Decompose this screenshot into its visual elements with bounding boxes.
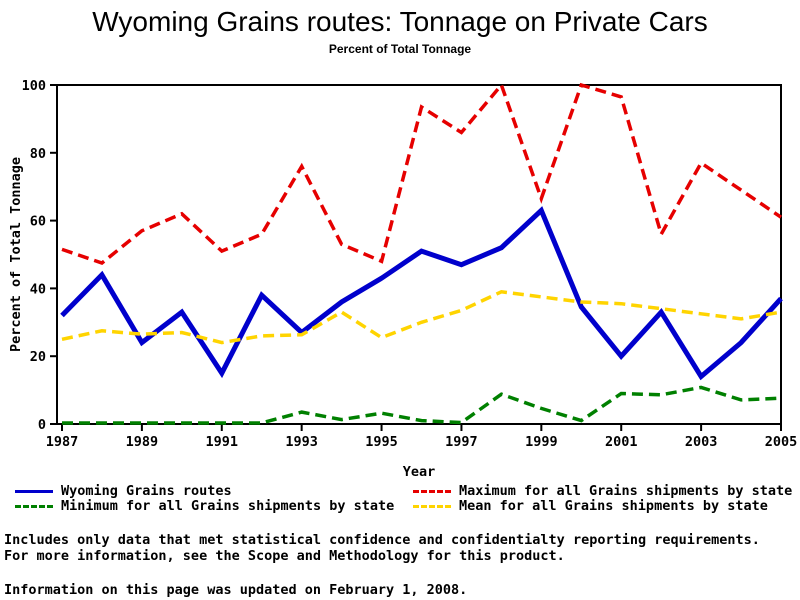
x-tick-label: 1993 <box>285 434 318 450</box>
legend-label: Maximum for all Grains shipments by stat… <box>459 483 793 499</box>
chart-subtitle: Percent of Total Tonnage <box>328 42 472 56</box>
legend-swatch-mean <box>413 505 451 508</box>
y-tick-label: 20 <box>30 349 46 365</box>
series-line-1 <box>61 81 782 265</box>
legend-item-wyoming: Wyoming Grains routes <box>0 484 398 499</box>
chart-legend: Wyoming Grains routes Maximum for all Gr… <box>0 484 800 514</box>
x-tick-label: 1991 <box>206 434 239 450</box>
legend-item-minimum: Minimum for all Grains shipments by stat… <box>0 499 398 514</box>
series-line-3 <box>61 290 782 345</box>
x-tick-label: 2001 <box>605 434 638 450</box>
y-tick-label: 80 <box>30 146 46 162</box>
legend-item-mean: Mean for all Grains shipments by state <box>398 499 800 514</box>
legend-item-maximum: Maximum for all Grains shipments by stat… <box>398 484 800 499</box>
x-tick-label: 1997 <box>445 434 478 450</box>
footnote-updated: Information on this page was updated on … <box>4 582 468 598</box>
legend-swatch-wyoming <box>15 490 53 493</box>
plot-frame <box>56 84 782 425</box>
x-tick-label: 1987 <box>46 434 79 450</box>
series-line-2 <box>62 385 782 425</box>
x-axis-title: Year <box>403 464 436 480</box>
y-tick-label: 60 <box>30 214 46 230</box>
x-tick-label: 1989 <box>126 434 159 450</box>
legend-label: Wyoming Grains routes <box>61 483 232 499</box>
legend-swatch-maximum <box>413 490 451 493</box>
y-tick-label: 0 <box>38 417 46 433</box>
legend-label: Mean for all Grains shipments by state <box>459 498 768 514</box>
y-tick-label: 100 <box>22 78 46 94</box>
y-tick-label: 40 <box>30 281 46 297</box>
x-tick-label: 1999 <box>525 434 558 450</box>
footnote-confidentiality: Includes only data that met statistical … <box>4 532 760 564</box>
legend-swatch-minimum <box>15 505 53 508</box>
series-line-0 <box>60 206 783 381</box>
x-tick-label: 1995 <box>365 434 398 450</box>
footnote-line2: For more information, see the Scope and … <box>4 547 565 564</box>
x-tick-label: 2003 <box>685 434 718 450</box>
line-chart: 0 20 40 60 80 100 1987 1989 1991 1993 1995 1997 1999… <box>8 78 798 480</box>
x-tick-label: 2005 <box>765 434 798 450</box>
footnote-line1: Includes only data that met statistical … <box>4 532 760 548</box>
chart-title: Wyoming Grains routes: Tonnage on Privat… <box>92 6 708 37</box>
y-axis-title: Percent of Total Tonnage <box>8 157 24 352</box>
legend-label: Minimum for all Grains shipments by stat… <box>61 498 395 514</box>
